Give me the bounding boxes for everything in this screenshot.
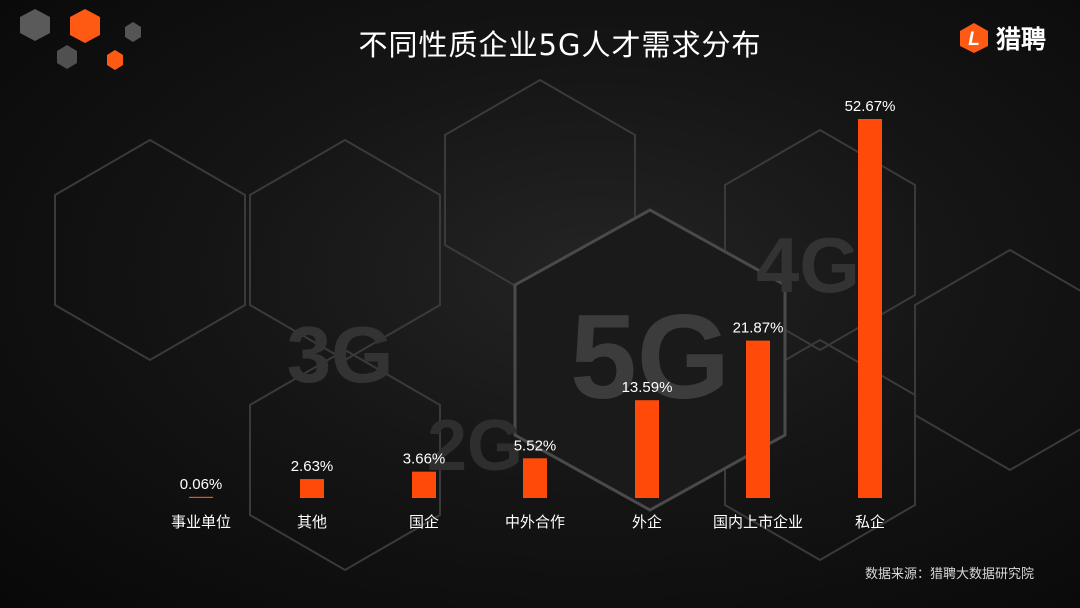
bar-4 <box>523 458 547 498</box>
data-source: 数据来源：猎聘大数据研究院 <box>864 567 1034 582</box>
category-label: 国企 <box>409 513 439 531</box>
logo-mark-icon: L <box>960 23 988 53</box>
liepin-logo: L 猎聘 <box>958 18 1074 58</box>
category-label: 外企 <box>632 513 662 531</box>
bar-2 <box>300 479 324 498</box>
data-label: 0.06% <box>180 476 223 493</box>
bg-label-4g: 4G <box>756 221 860 309</box>
bg-label-2g: 2G <box>427 406 523 486</box>
hexagon-outline <box>249 138 441 362</box>
category-label: 其他 <box>297 513 327 531</box>
bar-5 <box>635 400 659 498</box>
logo-text: 猎聘 <box>996 25 1047 54</box>
category-label: 国内上市企业 <box>713 513 803 531</box>
cube-icon <box>107 50 123 70</box>
data-label: 21.87% <box>733 320 784 337</box>
bar-7 <box>858 119 882 498</box>
hexagon-outline <box>54 138 246 362</box>
bar-1 <box>189 496 213 498</box>
decorative-cubes <box>20 9 141 70</box>
hexagon-outline <box>914 248 1080 472</box>
cube-icon <box>20 9 50 41</box>
hexagon-outline <box>249 348 441 572</box>
data-label: 52.67% <box>845 98 896 115</box>
bar-6 <box>746 340 770 498</box>
bar-3 <box>412 471 436 498</box>
hexagon-outline <box>724 128 916 352</box>
data-label: 13.59% <box>622 379 673 396</box>
chart-title: 不同性质企业5G人才需求分布 <box>358 28 762 62</box>
category-label: 私企 <box>855 513 885 531</box>
bg-label-3g: 3G <box>287 310 394 399</box>
cube-icon <box>70 9 100 43</box>
data-label: 2.63% <box>291 458 334 475</box>
category-label: 中外合作 <box>505 513 565 531</box>
cube-icon <box>125 22 141 42</box>
hexagon-5g <box>513 208 787 512</box>
data-label: 5.52% <box>514 437 557 454</box>
svg-text:L: L <box>968 29 980 50</box>
category-label: 事业单位 <box>171 513 231 531</box>
cube-icon <box>57 45 77 69</box>
data-label: 3.66% <box>403 451 446 468</box>
